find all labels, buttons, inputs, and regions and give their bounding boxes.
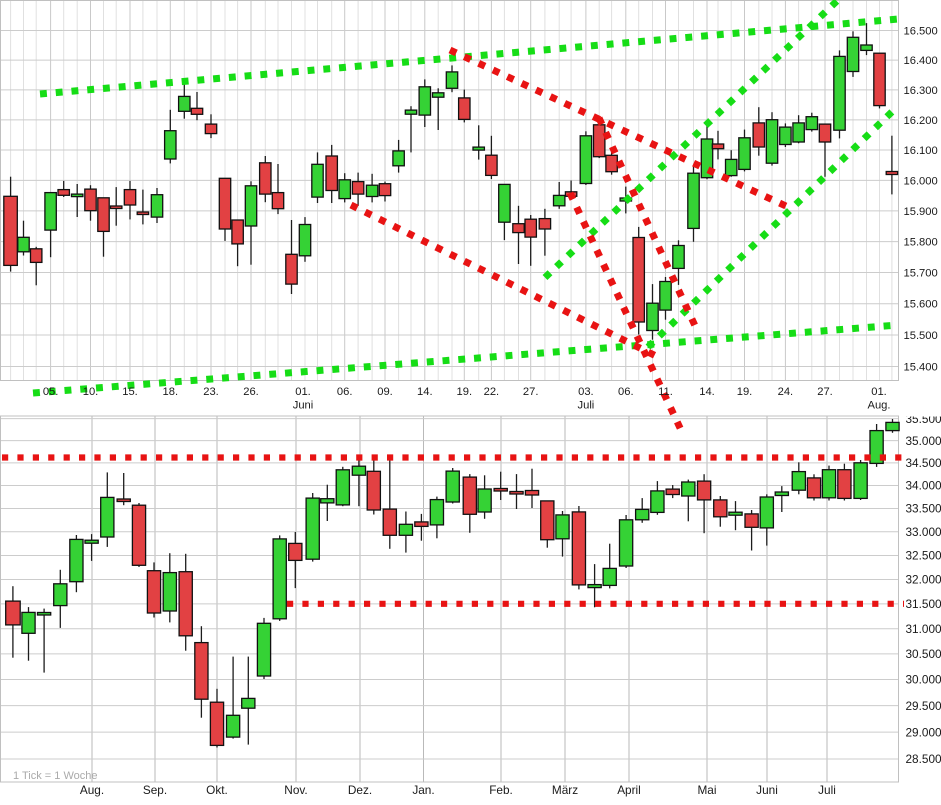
svg-text:34.000: 34.000 (906, 479, 941, 493)
svg-text:Juli: Juli (578, 400, 595, 412)
svg-text:15.800: 15.800 (904, 237, 938, 249)
svg-text:30.500: 30.500 (906, 647, 941, 661)
svg-text:01.: 01. (871, 386, 887, 398)
svg-text:09.: 09. (377, 386, 393, 398)
svg-text:19.: 19. (457, 386, 473, 398)
svg-text:19.: 19. (737, 386, 753, 398)
svg-text:03.: 03. (578, 386, 594, 398)
svg-text:31.500: 31.500 (906, 597, 941, 611)
svg-text:Sep.: Sep. (143, 783, 167, 797)
svg-text:16.200: 16.200 (904, 115, 938, 127)
svg-text:27.: 27. (523, 386, 539, 398)
svg-text:15.: 15. (122, 386, 138, 398)
svg-text:32.500: 32.500 (906, 549, 941, 563)
svg-text:Juni: Juni (293, 400, 314, 412)
svg-text:22.: 22. (484, 386, 500, 398)
svg-text:10.: 10. (83, 386, 99, 398)
svg-text:16.400: 16.400 (904, 55, 938, 67)
svg-text:11.: 11. (658, 386, 673, 398)
svg-text:18.: 18. (163, 386, 179, 398)
svg-text:06.: 06. (618, 386, 634, 398)
svg-text:15.400: 15.400 (904, 362, 938, 374)
svg-text:Jan.: Jan. (412, 783, 434, 797)
svg-text:April: April (617, 783, 641, 797)
svg-text:33.000: 33.000 (906, 525, 941, 539)
svg-text:Juli: Juli (818, 783, 836, 797)
svg-text:Okt.: Okt. (206, 783, 228, 797)
svg-text:06.: 06. (337, 386, 353, 398)
svg-text:29.500: 29.500 (906, 699, 941, 713)
svg-text:32.000: 32.000 (906, 573, 941, 587)
svg-text:Nov.: Nov. (284, 783, 307, 797)
svg-text:01.: 01. (295, 386, 311, 398)
svg-text:16.000: 16.000 (904, 175, 938, 187)
svg-text:31.000: 31.000 (906, 622, 941, 636)
svg-text:34.500: 34.500 (906, 456, 941, 470)
svg-text:14.: 14. (417, 386, 433, 398)
svg-text:15.500: 15.500 (904, 330, 938, 342)
svg-text:24.: 24. (778, 386, 794, 398)
svg-text:Dez.: Dez. (348, 783, 372, 797)
svg-text:16.100: 16.100 (904, 145, 938, 157)
svg-text:26.: 26. (243, 386, 259, 398)
svg-text:1 Tick = 1 Woche: 1 Tick = 1 Woche (13, 770, 97, 782)
svg-text:Aug.: Aug. (867, 400, 890, 412)
svg-text:16.300: 16.300 (904, 85, 938, 97)
svg-text:16.500: 16.500 (904, 25, 938, 37)
svg-text:29.000: 29.000 (906, 725, 941, 739)
svg-text:15.700: 15.700 (904, 268, 938, 280)
svg-text:14.: 14. (699, 386, 715, 398)
svg-text:35.000: 35.000 (906, 434, 941, 448)
svg-text:15.900: 15.900 (904, 206, 938, 218)
svg-text:15.600: 15.600 (904, 299, 938, 311)
svg-text:35.500: 35.500 (906, 412, 941, 426)
svg-text:05.: 05. (43, 386, 59, 398)
svg-text:Feb.: Feb. (489, 783, 513, 797)
svg-text:Juni: Juni (756, 783, 778, 797)
svg-text:23.: 23. (203, 386, 219, 398)
svg-text:Mai: Mai (697, 783, 716, 797)
svg-text:30.000: 30.000 (906, 673, 941, 687)
svg-text:März: März (552, 783, 578, 797)
svg-text:27.: 27. (817, 386, 833, 398)
svg-text:33.500: 33.500 (906, 502, 941, 516)
svg-text:Aug.: Aug. (80, 783, 104, 797)
svg-text:28.500: 28.500 (906, 752, 941, 766)
